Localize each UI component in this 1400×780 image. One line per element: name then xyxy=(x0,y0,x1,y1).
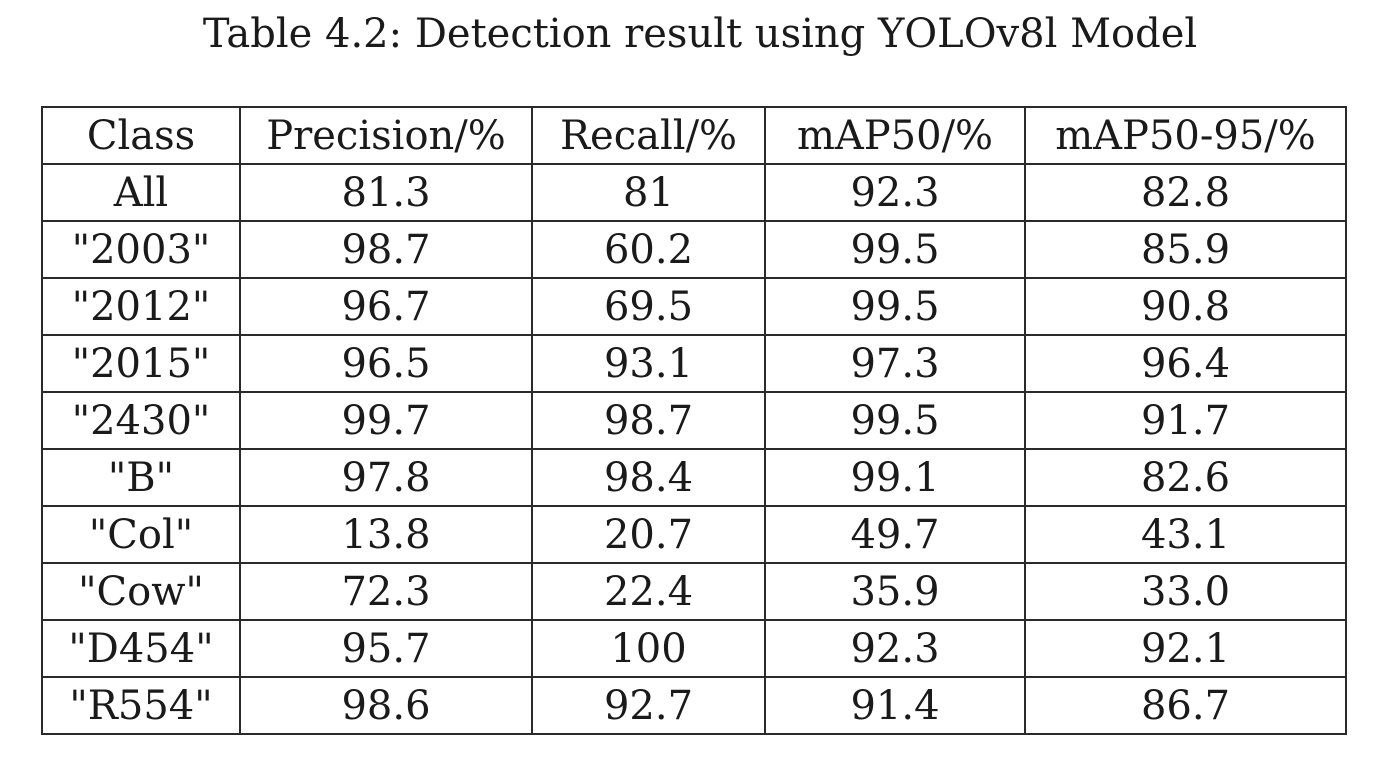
table-row: All 81.3 81 92.3 82.8 xyxy=(41,163,1347,222)
map50-cell: 49.7 xyxy=(764,505,1026,564)
column-header-map50: mAP50/% xyxy=(764,106,1026,165)
map50-cell: 35.9 xyxy=(764,562,1026,621)
table-row: "D454" 95.7 100 92.3 92.1 xyxy=(41,619,1347,678)
precision-cell: 97.8 xyxy=(239,448,533,507)
class-cell: "2012" xyxy=(41,277,241,336)
recall-cell: 69.5 xyxy=(531,277,766,336)
class-cell: "2003" xyxy=(41,220,241,279)
class-cell: "D454" xyxy=(41,619,241,678)
precision-cell: 96.7 xyxy=(239,277,533,336)
map50-95-cell: 85.9 xyxy=(1024,220,1347,279)
map50-cell: 99.5 xyxy=(764,391,1026,450)
detection-results-table: Class Precision/% Recall/% mAP50/% mAP50… xyxy=(41,106,1347,735)
column-header-precision: Precision/% xyxy=(239,106,533,165)
map50-95-cell: 43.1 xyxy=(1024,505,1347,564)
class-cell: All xyxy=(41,163,241,222)
class-cell: "B" xyxy=(41,448,241,507)
class-cell: "2430" xyxy=(41,391,241,450)
table-row: "Cow" 72.3 22.4 35.9 33.0 xyxy=(41,562,1347,621)
map50-cell: 92.3 xyxy=(764,163,1026,222)
map50-cell: 99.5 xyxy=(764,220,1026,279)
table-row: "2015" 96.5 93.1 97.3 96.4 xyxy=(41,334,1347,393)
recall-cell: 22.4 xyxy=(531,562,766,621)
class-cell: "Col" xyxy=(41,505,241,564)
table-row: "2012" 96.7 69.5 99.5 90.8 xyxy=(41,277,1347,336)
precision-cell: 81.3 xyxy=(239,163,533,222)
table-row: "2430" 99.7 98.7 99.5 91.7 xyxy=(41,391,1347,450)
map50-95-cell: 96.4 xyxy=(1024,334,1347,393)
column-header-recall: Recall/% xyxy=(531,106,766,165)
recall-cell: 98.7 xyxy=(531,391,766,450)
column-header-map50-95: mAP50-95/% xyxy=(1024,106,1347,165)
precision-cell: 98.6 xyxy=(239,676,533,735)
column-header-class: Class xyxy=(41,106,241,165)
table-row: "B" 97.8 98.4 99.1 82.6 xyxy=(41,448,1347,507)
precision-cell: 99.7 xyxy=(239,391,533,450)
recall-cell: 93.1 xyxy=(531,334,766,393)
recall-cell: 100 xyxy=(531,619,766,678)
recall-cell: 60.2 xyxy=(531,220,766,279)
map50-95-cell: 91.7 xyxy=(1024,391,1347,450)
precision-cell: 72.3 xyxy=(239,562,533,621)
map50-95-cell: 92.1 xyxy=(1024,619,1347,678)
table-row: "Col" 13.8 20.7 49.7 43.1 xyxy=(41,505,1347,564)
recall-cell: 92.7 xyxy=(531,676,766,735)
header-row: Class Precision/% Recall/% mAP50/% mAP50… xyxy=(41,106,1347,165)
map50-95-cell: 33.0 xyxy=(1024,562,1347,621)
precision-cell: 13.8 xyxy=(239,505,533,564)
map50-cell: 97.3 xyxy=(764,334,1026,393)
recall-cell: 20.7 xyxy=(531,505,766,564)
map50-95-cell: 86.7 xyxy=(1024,676,1347,735)
precision-cell: 98.7 xyxy=(239,220,533,279)
precision-cell: 96.5 xyxy=(239,334,533,393)
map50-cell: 92.3 xyxy=(764,619,1026,678)
table-row: "R554" 98.6 92.7 91.4 86.7 xyxy=(41,676,1347,735)
map50-cell: 91.4 xyxy=(764,676,1026,735)
recall-cell: 81 xyxy=(531,163,766,222)
table-body: All 81.3 81 92.3 82.8 "2003" 98.7 60.2 99.5 85.9 "… xyxy=(41,163,1347,735)
precision-cell: 95.7 xyxy=(239,619,533,678)
map50-95-cell: 82.6 xyxy=(1024,448,1347,507)
table-row: "2003" 98.7 60.2 99.5 85.9 xyxy=(41,220,1347,279)
class-cell: "Cow" xyxy=(41,562,241,621)
class-cell: "R554" xyxy=(41,676,241,735)
map50-95-cell: 82.8 xyxy=(1024,163,1347,222)
table-caption: Table 4.2: Detection result using YOLOv8… xyxy=(202,11,1198,57)
map50-95-cell: 90.8 xyxy=(1024,277,1347,336)
map50-cell: 99.5 xyxy=(764,277,1026,336)
recall-cell: 98.4 xyxy=(531,448,766,507)
map50-cell: 99.1 xyxy=(764,448,1026,507)
class-cell: "2015" xyxy=(41,334,241,393)
